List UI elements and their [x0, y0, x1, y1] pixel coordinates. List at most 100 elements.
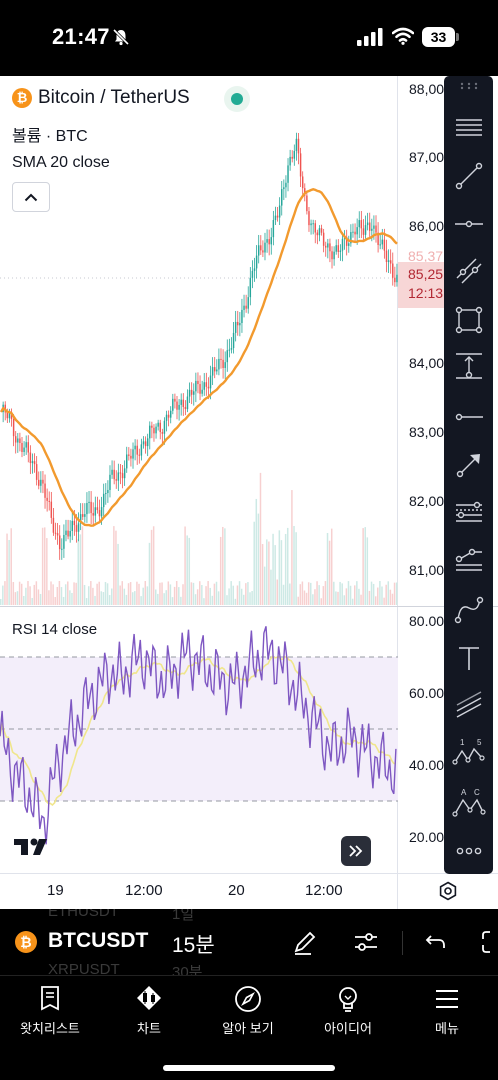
candle-body — [224, 362, 226, 368]
volume-bar — [178, 587, 180, 605]
candle-body — [14, 436, 17, 443]
symbol-legend[interactable]: ₿ Bitcoin / TetherUS — [12, 86, 190, 110]
volume-bar — [98, 581, 100, 605]
candle-body — [207, 386, 210, 389]
tool-arrow[interactable] — [452, 448, 486, 482]
volume-bar — [203, 598, 205, 605]
volume-bar — [297, 596, 299, 605]
candle-body — [86, 502, 88, 515]
tool-fib-retracement[interactable] — [452, 496, 486, 530]
tab-ideas[interactable]: 아이디어 — [303, 984, 393, 1044]
tool-horizontal-line[interactable] — [452, 207, 486, 241]
volume-bar — [92, 587, 94, 605]
volume-bar — [150, 529, 153, 605]
volume-bar — [182, 584, 184, 605]
volume-bar — [358, 588, 360, 605]
candle-body — [268, 239, 270, 245]
candle-body — [165, 414, 168, 421]
candle-body — [222, 359, 224, 368]
volume-bar — [286, 527, 289, 605]
lightbulb-icon — [339, 987, 357, 1012]
tab-watchlist[interactable]: 왓치리스트 — [5, 984, 95, 1044]
volume-bar — [173, 586, 176, 605]
candle-body — [121, 473, 124, 479]
candle-body — [125, 454, 128, 469]
candle-body — [203, 382, 205, 390]
volume-bar — [236, 585, 239, 605]
volume-bar — [372, 583, 375, 605]
tab-menu[interactable]: 메뉴 — [402, 984, 492, 1044]
time-axis-label: 12:00 — [125, 882, 163, 899]
sma-legend[interactable]: SMA 20 close — [12, 154, 110, 171]
tab-explore[interactable]: 알아 보기 — [203, 984, 293, 1044]
candle-body — [167, 414, 170, 418]
tool-date-range[interactable] — [452, 349, 486, 383]
tool-fib-extension[interactable] — [452, 544, 486, 578]
ghost-symbol: ETHUSDT — [48, 909, 119, 920]
volume-bar — [196, 589, 199, 605]
tool-parallel-channel[interactable] — [452, 254, 486, 288]
tool-horizontal-ray[interactable] — [452, 400, 486, 434]
candle-body — [366, 222, 369, 226]
candle-body — [396, 274, 398, 283]
silent-bell-icon — [112, 28, 130, 46]
candle-body — [8, 412, 11, 419]
tab-chart[interactable]: 차트 — [104, 984, 194, 1044]
candle-body — [67, 530, 69, 537]
candle-body — [364, 225, 367, 235]
undo-icon[interactable] — [422, 928, 450, 956]
candle-body — [197, 380, 199, 385]
drawing-pen-icon[interactable] — [291, 928, 319, 956]
volume-bar — [234, 598, 237, 605]
volume-bar — [81, 526, 84, 605]
volume-legend[interactable]: 볼륨 · BTC — [12, 128, 88, 145]
volume-bar — [330, 528, 333, 605]
candle-body — [90, 501, 92, 514]
indicator-settings-icon[interactable] — [352, 928, 380, 956]
volume-bar — [117, 543, 119, 605]
volume-bar — [131, 592, 134, 605]
tool-curve[interactable] — [452, 593, 486, 627]
scroll-to-realtime-button[interactable] — [341, 836, 371, 866]
candle-body — [199, 384, 201, 394]
candle-body — [27, 442, 30, 453]
chart-settings-gear-icon[interactable] — [438, 881, 458, 901]
volume-bar — [12, 582, 15, 605]
candle-body — [352, 231, 354, 233]
collapse-legend-button[interactable] — [12, 182, 50, 212]
volume-bar — [377, 587, 379, 605]
volume-bar — [282, 584, 285, 605]
symbol-selector[interactable]: BTCUSDT — [48, 929, 149, 952]
volume-bar — [324, 581, 327, 605]
volume-bar — [228, 588, 230, 605]
tool-parallel-lines[interactable] — [452, 689, 486, 723]
volume-bar — [37, 589, 40, 605]
svg-text:5: 5 — [477, 738, 482, 747]
rectangle-icon — [455, 306, 483, 334]
volume-bar — [75, 582, 77, 605]
fullscreen-icon[interactable] — [478, 928, 498, 956]
rsi-axis-label: 40.00 — [409, 757, 445, 773]
drag-handle-icon[interactable] — [460, 82, 478, 90]
chart-canvas[interactable]: ₿ Bitcoin / TetherUS 볼륨 · BTC SMA 20 clo… — [0, 76, 498, 909]
chart-plot[interactable] — [0, 76, 498, 909]
tool-trendline[interactable] — [452, 159, 486, 193]
volume-bar — [389, 589, 392, 605]
candle-body — [301, 176, 304, 189]
tool-more[interactable] — [452, 834, 486, 868]
candle-body — [339, 250, 342, 252]
tool-text[interactable] — [452, 641, 486, 675]
interval-selector[interactable]: 15분 — [172, 934, 215, 957]
candle-body — [193, 391, 195, 395]
volume-bar — [194, 594, 197, 605]
volume-bar — [381, 586, 383, 605]
volume-bar — [50, 581, 52, 605]
tool-cursor-lines[interactable] — [452, 111, 486, 145]
tool-rectangle[interactable] — [452, 303, 486, 337]
rsi-legend[interactable]: RSI 14 close — [12, 621, 98, 638]
candle-body — [174, 398, 176, 402]
volume-bar — [96, 583, 98, 605]
menu-icon — [436, 990, 458, 1008]
